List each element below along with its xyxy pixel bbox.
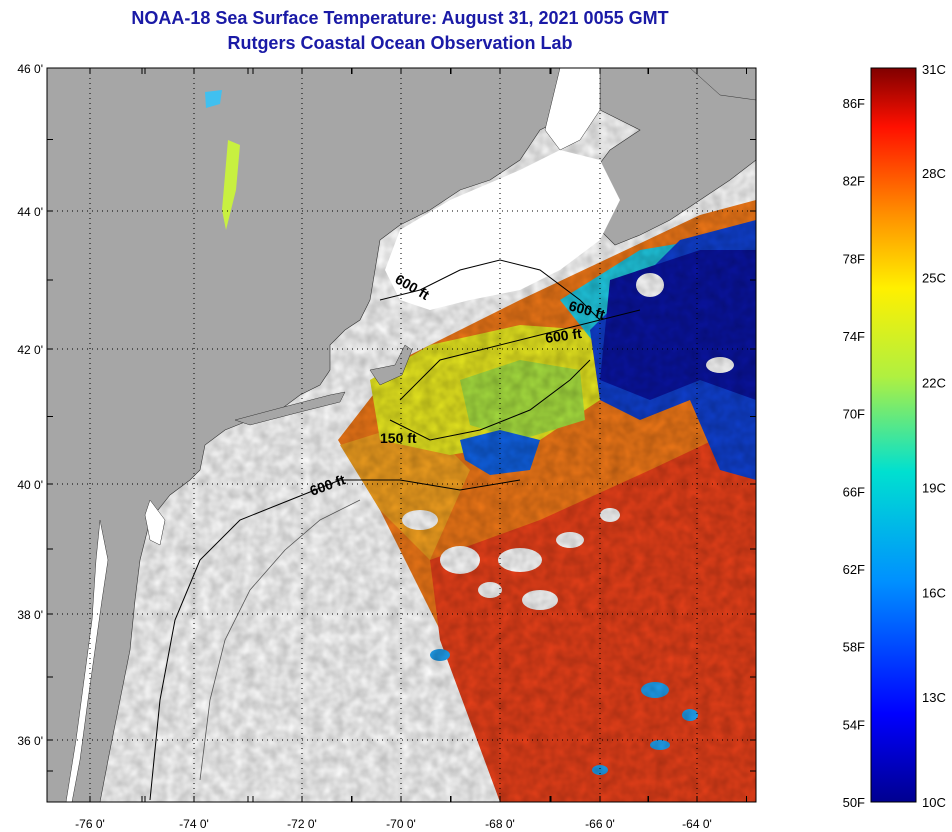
- delaware-bay: [144, 499, 166, 546]
- colorbar-f-label: 66F: [843, 484, 865, 499]
- land-long-island: [234, 391, 346, 426]
- colorbar-c-labels: 31C 28C 25C 22C 19C 16C 13C 10C: [922, 62, 946, 810]
- bay-of-fundy: [544, 68, 601, 151]
- lon-label: -76 0': [75, 817, 105, 831]
- lat-label: 38 0': [17, 608, 43, 622]
- lat-label: 36 0': [17, 734, 43, 748]
- colorbar-f-label: 74F: [843, 329, 865, 344]
- land-nova-scotia: [589, 68, 756, 246]
- colorbar-f-label: 58F: [843, 640, 865, 655]
- colorbar-f-labels: 86F 82F 78F 74F 70F 66F 62F 58F 54F 50F: [843, 96, 865, 810]
- colorbar-f-label: 70F: [843, 407, 865, 422]
- colorbar-f-label: 78F: [843, 251, 865, 266]
- lon-labels: -76 0' -74 0' -72 0' -70 0' -68 0' -66 0' -64 …: [75, 817, 712, 831]
- shelf-contour: [199, 499, 361, 781]
- colorbar-f-label: 62F: [843, 562, 865, 577]
- colorbar-f-label: 86F: [843, 96, 865, 111]
- land-cape-cod: [369, 344, 413, 386]
- bathymetry-contours: [149, 259, 641, 801]
- chart-title: NOAA-18 Sea Surface Temperature: August …: [131, 8, 669, 28]
- lon-label: -70 0': [386, 817, 416, 831]
- lat-label: 44 0': [17, 205, 43, 219]
- colorbar: [870, 67, 917, 803]
- inland-streak: [222, 140, 240, 230]
- colorbar-c-label: 16C: [922, 585, 946, 600]
- colorbar-c-label: 22C: [922, 376, 946, 391]
- colorbar-c-label: 25C: [922, 271, 946, 286]
- lat-label: 40 0': [17, 478, 43, 492]
- colorbar-c-label: 13C: [922, 690, 946, 705]
- colorbar-f-label: 82F: [843, 174, 865, 189]
- chart-subtitle: Rutgers Coastal Ocean Observation Lab: [227, 33, 573, 53]
- colorbar-c-label: 10C: [922, 795, 946, 810]
- colorbar-f-label: 54F: [843, 717, 865, 732]
- lon-label: -66 0': [585, 817, 615, 831]
- lon-label: -74 0': [179, 817, 209, 831]
- gulf-of-maine-nodata: [385, 150, 620, 310]
- lat-label: 46 0': [17, 62, 43, 76]
- lat-labels: 46 0' 44 0' 42 0' 40 0' 38 0' 36 0': [17, 62, 43, 748]
- chesapeake-bay: [65, 519, 109, 802]
- colorbar-c-label: 19C: [922, 480, 946, 495]
- lon-label: -72 0': [287, 817, 317, 831]
- map-grid: [47, 67, 756, 802]
- lat-label: 42 0': [17, 343, 43, 357]
- lon-label: -64 0': [682, 817, 712, 831]
- colorbar-f-label: 50F: [843, 795, 865, 810]
- colorbar-c-label: 28C: [922, 166, 946, 181]
- land-pei: [689, 68, 756, 101]
- contour-label: 600 ft: [544, 325, 583, 346]
- contour-label: 150 ft: [380, 430, 417, 446]
- land-mainland: [47, 68, 561, 802]
- colorbar-c-label: 31C: [922, 62, 946, 77]
- inland-patch: [205, 90, 222, 108]
- lon-label: -68 0': [485, 817, 515, 831]
